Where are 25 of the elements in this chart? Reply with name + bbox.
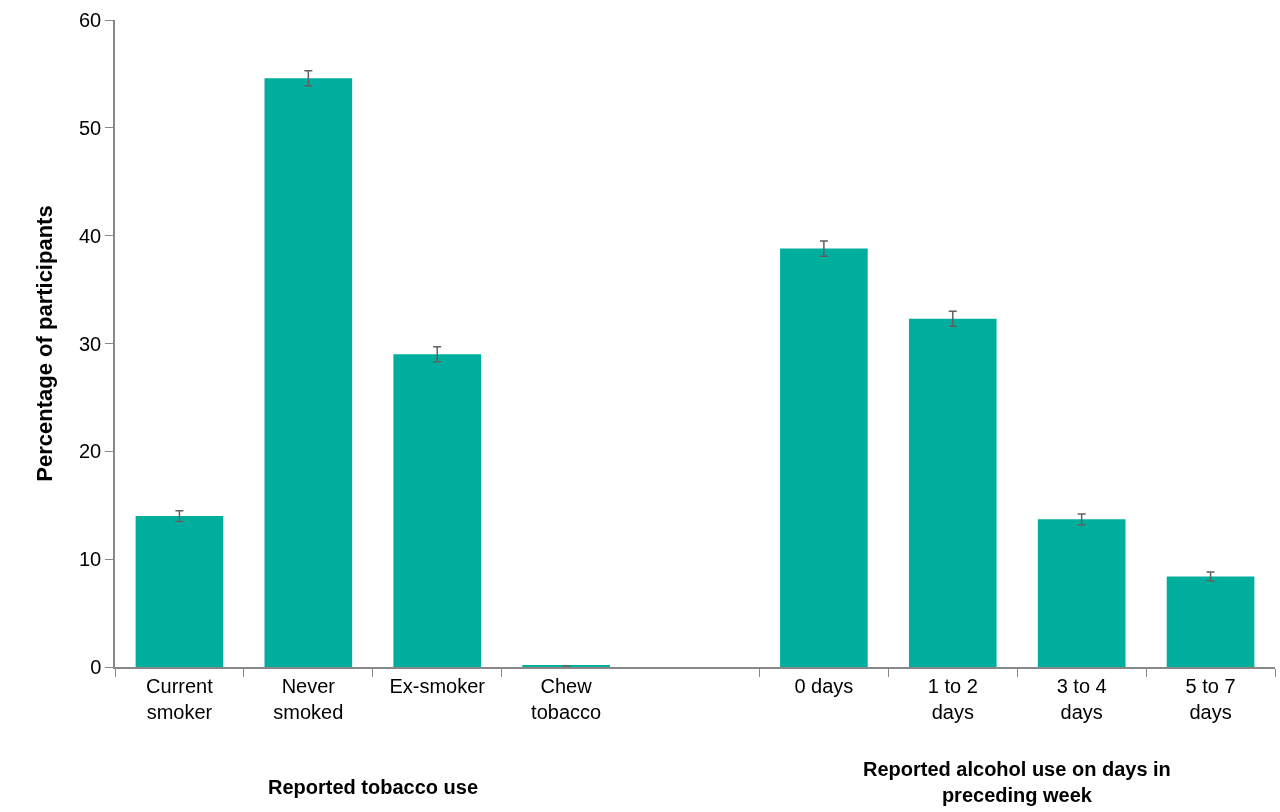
x-tick-label: Current smoker (146, 674, 214, 723)
bar (1037, 519, 1126, 667)
x-tick-label: 5 to 7 days (1185, 674, 1236, 723)
y-tick-label: 30 (79, 332, 102, 355)
text: Reported alcohol use on days in preceding week (863, 758, 1171, 806)
x-tick-label: Ex-smoker (389, 674, 486, 697)
bar (264, 78, 353, 667)
bar (393, 354, 482, 667)
y-tick-label: 20 (79, 440, 102, 463)
bar (135, 516, 224, 667)
x-tick-label: 0 days (794, 674, 854, 697)
x-tick-label: Chew tobacco (531, 674, 602, 723)
y-tick-label: 60 (79, 9, 102, 31)
y-tick-label: 50 (79, 116, 102, 139)
y-tick-label: 10 (79, 548, 102, 571)
text: Reported tobacco use (268, 776, 479, 798)
bar (780, 248, 868, 667)
y-axis-title: Percentage of participants (32, 205, 58, 482)
bar (1166, 576, 1255, 667)
x-tick-label: 1 to 2 days (927, 674, 978, 723)
y-tick-label: 40 (79, 224, 102, 247)
y-tick-label: 0 (90, 656, 102, 678)
x-tick-label: Never smoked (273, 674, 344, 723)
x-tick-label: 3 to 4 days (1056, 674, 1107, 723)
bar (908, 318, 997, 667)
